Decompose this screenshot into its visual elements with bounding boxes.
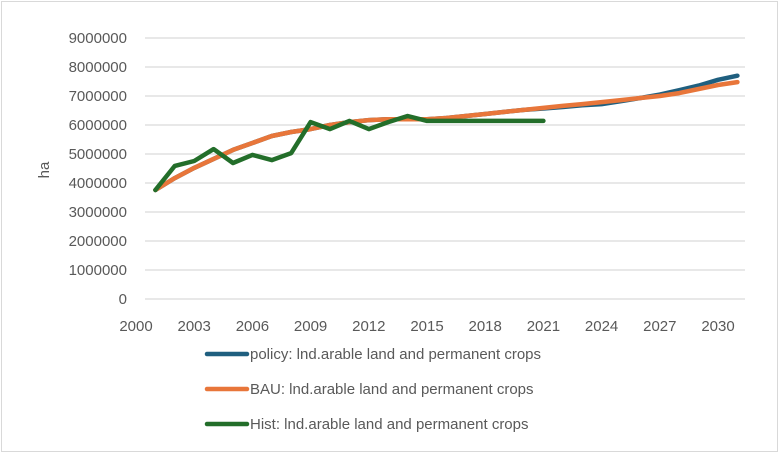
y-tick-label: 9000000 bbox=[69, 30, 127, 47]
y-tick-label: 6000000 bbox=[69, 117, 127, 134]
x-tick-label: 2027 bbox=[643, 318, 676, 335]
x-axis-ticks: 2000 2003 2006 2009 2012 2015 2018 2021 2024 2027… bbox=[119, 318, 734, 335]
series-line-hist bbox=[153, 113, 546, 193]
y-tick-label: 1000000 bbox=[69, 262, 127, 279]
x-tick-label: 2030 bbox=[701, 318, 734, 335]
legend: policy: lnd.arable land and permanent cr… bbox=[204, 346, 541, 433]
y-axis-label: ha bbox=[36, 161, 53, 178]
y-axis-ticks: 0 1000000 2000000 3000000 4000000 5000000 6000… bbox=[69, 30, 127, 308]
y-tick-label: 7000000 bbox=[69, 88, 127, 105]
legend-label: BAU: lnd.arable land and permanent crops bbox=[250, 381, 534, 398]
legend-item: policy: lnd.arable land and permanent cr… bbox=[204, 346, 541, 363]
y-tick-label: 2000000 bbox=[69, 233, 127, 250]
x-tick-label: 2012 bbox=[352, 318, 385, 335]
x-tick-label: 2015 bbox=[410, 318, 443, 335]
gridlines bbox=[145, 37, 745, 300]
x-tick-label: 2009 bbox=[294, 318, 327, 335]
x-tick-label: 2006 bbox=[236, 318, 269, 335]
series-line-bau bbox=[153, 79, 740, 193]
y-tick-label: 3000000 bbox=[69, 204, 127, 221]
y-tick-label: 5000000 bbox=[69, 146, 127, 163]
y-tick-label: 8000000 bbox=[69, 59, 127, 76]
y-tick-label: 4000000 bbox=[69, 175, 127, 192]
x-tick-label: 2000 bbox=[119, 318, 152, 335]
x-tick-label: 2021 bbox=[527, 318, 560, 335]
legend-item: BAU: lnd.arable land and permanent crops bbox=[204, 381, 534, 398]
x-tick-label: 2024 bbox=[585, 318, 618, 335]
series-lines bbox=[153, 73, 740, 193]
legend-label: Hist: lnd.arable land and permanent crop… bbox=[250, 416, 529, 433]
legend-item: Hist: lnd.arable land and permanent crop… bbox=[204, 416, 529, 433]
x-tick-label: 2018 bbox=[469, 318, 502, 335]
x-tick-label: 2003 bbox=[178, 318, 211, 335]
legend-label: policy: lnd.arable land and permanent cr… bbox=[250, 346, 541, 363]
y-tick-label: 0 bbox=[119, 291, 127, 308]
series-line-policy bbox=[153, 73, 740, 193]
